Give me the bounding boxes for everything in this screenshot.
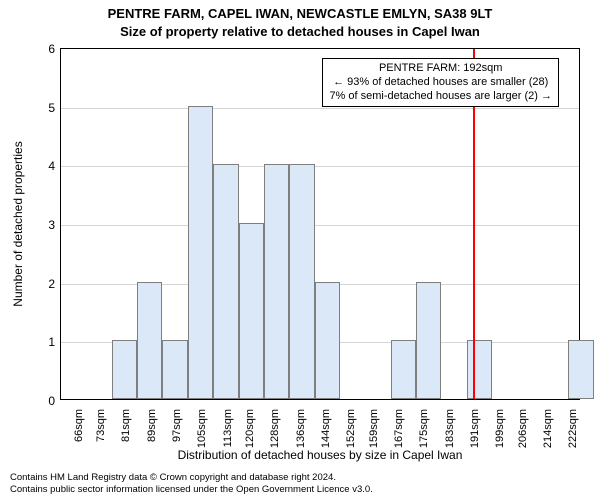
grid-line <box>61 166 579 167</box>
histogram-bar <box>213 164 238 399</box>
histogram-bar <box>416 282 441 399</box>
chart-title: PENTRE FARM, CAPEL IWAN, NEWCASTLE EMLYN… <box>0 0 600 22</box>
grid-line <box>61 225 579 226</box>
x-tick-label: 89sqm <box>146 409 158 442</box>
x-tick-label: 97sqm <box>171 409 183 442</box>
y-tick-label: 0 <box>48 394 55 408</box>
y-axis-label: Number of detached properties <box>11 141 25 306</box>
x-tick-label: 105sqm <box>196 409 208 448</box>
histogram-bar <box>162 340 187 399</box>
x-tick-label: 175sqm <box>418 409 430 448</box>
x-tick-label: 144sqm <box>320 409 332 448</box>
histogram-bar <box>315 282 340 399</box>
chart-subtitle: Size of property relative to detached ho… <box>0 22 600 40</box>
x-tick-label: 81sqm <box>120 409 132 442</box>
x-tick-label: 159sqm <box>368 409 380 448</box>
histogram-bar <box>289 164 314 399</box>
x-axis-label: Distribution of detached houses by size … <box>60 448 580 462</box>
annotation-box: PENTRE FARM: 192sqm← 93% of detached hou… <box>322 58 559 107</box>
histogram-bar <box>568 340 593 399</box>
y-tick-label: 1 <box>48 335 55 349</box>
x-tick-label: 222sqm <box>567 409 579 448</box>
x-tick-label: 152sqm <box>345 409 357 448</box>
x-tick-label: 199sqm <box>494 409 506 448</box>
x-tick-label: 183sqm <box>444 409 456 448</box>
x-tick-label: 113sqm <box>222 409 234 447</box>
y-tick-label: 4 <box>48 159 55 173</box>
x-tick-label: 66sqm <box>73 409 85 442</box>
footer-attribution: Contains HM Land Registry data © Crown c… <box>10 472 373 496</box>
footer-line-1: Contains HM Land Registry data © Crown c… <box>10 472 373 484</box>
annotation-line: 7% of semi-detached houses are larger (2… <box>329 90 552 104</box>
x-tick-label: 73sqm <box>95 409 107 442</box>
plot-region: 012345666sqm73sqm81sqm89sqm97sqm105sqm11… <box>60 48 580 400</box>
x-tick-label: 167sqm <box>393 409 405 448</box>
y-tick-label: 2 <box>48 277 55 291</box>
histogram-bar <box>467 340 492 399</box>
annotation-line: ← 93% of detached houses are smaller (28… <box>329 76 552 90</box>
x-tick-label: 191sqm <box>469 409 481 448</box>
y-tick-label: 3 <box>48 218 55 232</box>
y-tick-label: 5 <box>48 101 55 115</box>
x-tick-label: 214sqm <box>542 409 554 448</box>
histogram-bar <box>391 340 416 399</box>
x-tick-label: 120sqm <box>244 409 256 448</box>
histogram-bar <box>112 340 137 399</box>
chart-area: 012345666sqm73sqm81sqm89sqm97sqm105sqm11… <box>60 48 580 400</box>
annotation-line: PENTRE FARM: 192sqm <box>329 62 552 76</box>
histogram-bar <box>239 223 264 399</box>
histogram-bar <box>264 164 289 399</box>
grid-line <box>61 108 579 109</box>
x-tick-label: 136sqm <box>295 409 307 448</box>
y-tick-label: 6 <box>48 42 55 56</box>
x-tick-label: 128sqm <box>269 409 281 448</box>
footer-line-2: Contains public sector information licen… <box>10 484 373 496</box>
x-tick-label: 206sqm <box>517 409 529 448</box>
histogram-bar <box>137 282 162 399</box>
histogram-bar <box>188 106 213 399</box>
